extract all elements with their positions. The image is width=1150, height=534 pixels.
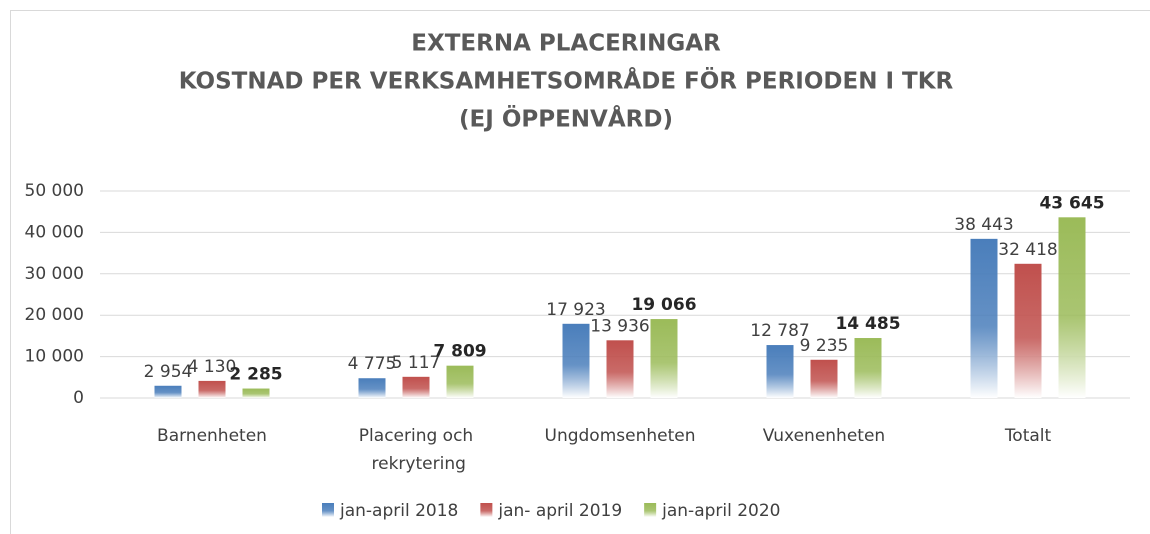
legend-label: jan- april 2019 <box>497 501 622 521</box>
data-label: 17 923 <box>546 300 605 320</box>
bar <box>810 359 838 398</box>
bar <box>970 238 998 398</box>
chart-title: EXTERNA PLACERINGAR <box>411 31 721 57</box>
data-label: 7 809 <box>433 342 486 362</box>
data-label: 32 418 <box>998 240 1057 260</box>
y-tick-label: 20 000 <box>25 305 84 325</box>
x-tick-label: Placering och rekrytering <box>359 426 473 474</box>
bar <box>1014 263 1042 398</box>
legend-swatch <box>480 503 493 517</box>
x-tick-label: Barnenheten <box>157 426 267 446</box>
bar <box>606 340 634 398</box>
bar <box>446 365 474 398</box>
bar <box>198 380 226 398</box>
bar <box>358 378 386 398</box>
chart-title: KOSTNAD PER VERKSAMHETSOMRÅDE FÖR PERIOD… <box>179 67 954 95</box>
legend-label: jan-april 2020 <box>661 501 780 521</box>
chart-title: (EJ ÖPPENVÅRD) <box>459 105 673 133</box>
data-label: 13 936 <box>590 316 649 336</box>
y-tick-label: 0 <box>73 388 84 408</box>
y-tick-label: 10 000 <box>25 347 84 367</box>
data-label: 2 954 <box>144 362 193 382</box>
y-tick-label: 50 000 <box>25 181 84 201</box>
x-tick-label: Totalt <box>1004 426 1052 446</box>
data-label: 2 285 <box>229 365 282 385</box>
data-label: 14 485 <box>835 314 900 334</box>
data-label: 12 787 <box>750 321 809 341</box>
chart-frame <box>10 10 1150 534</box>
bar <box>854 338 882 398</box>
legend-swatch <box>644 503 657 517</box>
data-label: 19 066 <box>631 295 696 315</box>
bar <box>242 388 270 398</box>
x-tick-label: Vuxenenheten <box>763 426 885 446</box>
x-tick-label: Ungdomsenheten <box>545 426 696 446</box>
data-label: 43 645 <box>1039 193 1104 213</box>
bar <box>766 345 794 398</box>
bar <box>1058 217 1086 398</box>
bar <box>562 323 590 398</box>
legend-label: jan-april 2018 <box>339 501 458 521</box>
bar <box>154 385 182 398</box>
data-label: 9 235 <box>800 336 849 356</box>
y-tick-label: 40 000 <box>25 222 84 242</box>
data-label: 5 117 <box>392 353 441 373</box>
data-label: 4 775 <box>348 354 397 374</box>
data-label: 38 443 <box>954 215 1013 235</box>
legend-swatch <box>322 503 334 517</box>
bar <box>402 376 430 398</box>
bar <box>650 319 678 398</box>
data-label: 4 130 <box>188 357 237 377</box>
y-tick-label: 30 000 <box>25 264 84 284</box>
